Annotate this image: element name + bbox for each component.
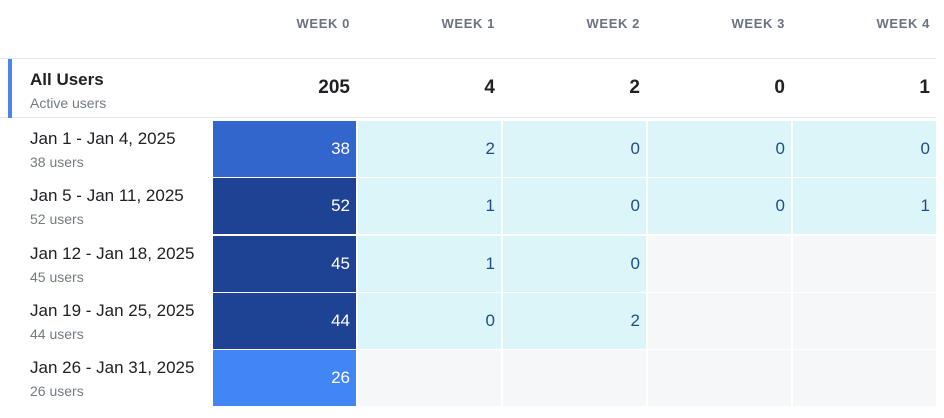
cohort-cell-week-0[interactable]: 38 xyxy=(213,121,356,177)
cohort-cell-week-2 xyxy=(503,350,646,406)
total-week-3: 0 xyxy=(774,77,785,98)
cohort-cell-week-2[interactable]: 2 xyxy=(503,293,646,349)
cohort-row[interactable]: Jan 12 - Jan 18, 2025 45 users 45 1 0 xyxy=(0,236,944,292)
cohort-cell-week-3 xyxy=(648,293,791,349)
cohort-user-count: 26 users xyxy=(30,383,84,399)
cohort-cell-week-4[interactable]: 0 xyxy=(793,121,936,177)
cohort-cell-week-0[interactable]: 52 xyxy=(213,178,356,234)
cohort-cell-week-2[interactable]: 0 xyxy=(503,236,646,292)
week-1-header[interactable]: WEEK 1 xyxy=(441,16,495,31)
cohort-user-count: 44 users xyxy=(30,326,84,342)
all-users-label: All Users xyxy=(30,70,104,89)
cohort-date-range: Jan 19 - Jan 25, 2025 xyxy=(30,301,195,320)
cohort-row[interactable]: Jan 26 - Jan 31, 2025 26 users 26 xyxy=(0,350,944,406)
cohort-cell-week-1[interactable]: 0 xyxy=(358,293,501,349)
cohort-cell-week-3[interactable]: 0 xyxy=(648,178,791,234)
all-users-sublabel: Active users xyxy=(30,95,107,111)
week-3-header[interactable]: WEEK 3 xyxy=(731,16,785,31)
all-users-row[interactable]: All Users Active users 205 4 2 0 1 xyxy=(0,58,936,118)
cohort-cell-week-1[interactable]: 1 xyxy=(358,178,501,234)
cohort-date-range: Jan 12 - Jan 18, 2025 xyxy=(30,244,195,263)
cohort-user-count: 45 users xyxy=(30,269,84,285)
cohort-cell-week-0[interactable]: 26 xyxy=(213,350,356,406)
cohort-row[interactable]: Jan 5 - Jan 11, 2025 52 users 52 1 0 0 1 xyxy=(0,178,944,234)
cohort-user-count: 52 users xyxy=(30,211,84,227)
cohort-cell-week-2[interactable]: 0 xyxy=(503,178,646,234)
total-week-0: 205 xyxy=(318,77,350,98)
cohort-date-range: Jan 26 - Jan 31, 2025 xyxy=(30,358,195,377)
cohort-cell-week-3[interactable]: 0 xyxy=(648,121,791,177)
cohort-cell-week-0[interactable]: 44 xyxy=(213,293,356,349)
cohort-cell-week-2[interactable]: 0 xyxy=(503,121,646,177)
week-0-header[interactable]: WEEK 0 xyxy=(296,16,350,31)
week-2-header[interactable]: WEEK 2 xyxy=(586,16,640,31)
cohort-cell-week-0[interactable]: 45 xyxy=(213,236,356,292)
cohort-row[interactable]: Jan 1 - Jan 4, 2025 38 users 38 2 0 0 0 xyxy=(0,121,944,177)
cohort-cell-week-4 xyxy=(793,236,936,292)
cohort-row[interactable]: Jan 19 - Jan 25, 2025 44 users 44 0 2 xyxy=(0,293,944,349)
cohort-cell-week-1[interactable]: 1 xyxy=(358,236,501,292)
cohort-date-range: Jan 1 - Jan 4, 2025 xyxy=(30,129,176,148)
total-week-4: 1 xyxy=(919,77,930,98)
cohort-cell-week-3 xyxy=(648,350,791,406)
cohort-cell-week-3 xyxy=(648,236,791,292)
cohort-user-count: 38 users xyxy=(30,154,84,170)
week-4-header[interactable]: WEEK 4 xyxy=(876,16,930,31)
cohort-date-range: Jan 5 - Jan 11, 2025 xyxy=(30,186,184,205)
week-header-row: WEEK 0 WEEK 1 WEEK 2 WEEK 3 WEEK 4 xyxy=(0,0,944,58)
cohort-cell-week-1 xyxy=(358,350,501,406)
total-week-1: 4 xyxy=(484,77,495,98)
cohort-cell-week-4[interactable]: 1 xyxy=(793,178,936,234)
cohort-cell-week-1[interactable]: 2 xyxy=(358,121,501,177)
selection-accent-bar xyxy=(8,59,12,118)
cohort-cell-week-4 xyxy=(793,350,936,406)
cohort-cell-week-4 xyxy=(793,293,936,349)
total-week-2: 2 xyxy=(629,77,640,98)
